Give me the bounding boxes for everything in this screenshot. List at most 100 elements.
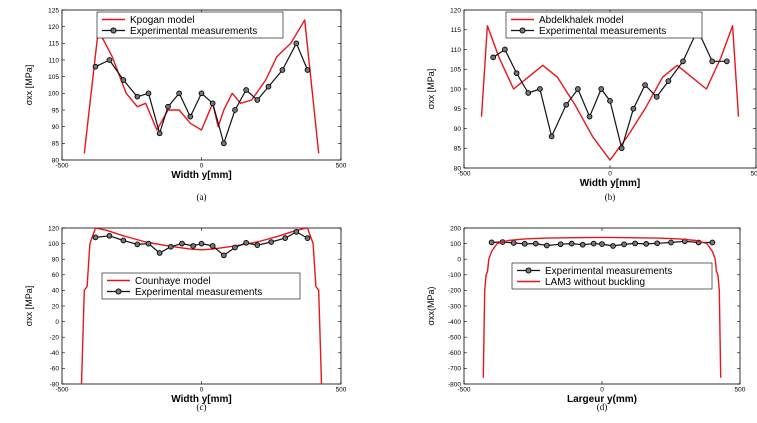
experimental-data-point bbox=[145, 240, 152, 247]
experimental-data-point bbox=[537, 86, 543, 92]
y-tick-label: 0 bbox=[457, 257, 461, 264]
experimental-data-point bbox=[621, 241, 627, 248]
experimental-data-point bbox=[488, 239, 495, 246]
y-tick-label: 115 bbox=[451, 27, 462, 34]
y-tick-label: 105 bbox=[450, 67, 461, 74]
experimental-data-point bbox=[607, 97, 613, 104]
legend-label: Experimental measurements bbox=[539, 26, 666, 37]
y-tick-label: 125 bbox=[48, 7, 59, 14]
experimental-data-point bbox=[198, 240, 205, 247]
plot-area-frame bbox=[61, 227, 342, 385]
experimental-data-point bbox=[209, 243, 216, 249]
experimental-data-point bbox=[563, 101, 570, 108]
panel-caption: (b) bbox=[605, 192, 616, 202]
experimental-data-point bbox=[167, 243, 174, 250]
x-tick-label: 0 bbox=[200, 387, 204, 394]
legend-label: Abdelkhalek model bbox=[539, 15, 624, 26]
experimental-data-point bbox=[220, 140, 227, 147]
legend-box bbox=[96, 11, 284, 39]
experimental-data-point bbox=[165, 103, 171, 110]
series-group bbox=[480, 25, 740, 161]
legend-box bbox=[101, 272, 301, 300]
y-tick-label: -500 bbox=[448, 335, 461, 342]
experimental-data-point bbox=[134, 241, 141, 248]
experimental-data-point bbox=[254, 97, 261, 103]
x-tick-label: -500 bbox=[457, 387, 470, 394]
experimental-data-point bbox=[513, 70, 520, 77]
experimental-data-point bbox=[543, 242, 550, 249]
experimental-data-point bbox=[92, 234, 99, 241]
experimental-data-point bbox=[490, 54, 497, 61]
experimental-data-point bbox=[268, 239, 275, 245]
experimental-data-point bbox=[502, 46, 508, 53]
y-tick-label: 115 bbox=[49, 41, 60, 48]
experimental-data-point bbox=[654, 240, 661, 247]
x-tick-label: 0 bbox=[600, 387, 604, 394]
experimental-data-point bbox=[598, 86, 605, 92]
experimental-series-line bbox=[492, 29, 727, 149]
panel-caption: (a) bbox=[197, 192, 207, 202]
y-tick-label: 120 bbox=[48, 24, 59, 31]
plot-area-frame bbox=[463, 227, 741, 385]
experimental-data-point bbox=[120, 237, 127, 244]
experimental-data-point bbox=[120, 77, 127, 83]
x-tick-label: 500 bbox=[336, 387, 347, 394]
y-tick-label: -100 bbox=[448, 272, 461, 279]
y-tick-label: -600 bbox=[448, 350, 461, 357]
experimental-data-point bbox=[209, 100, 216, 107]
experimental-data-point bbox=[176, 90, 183, 97]
y-tick-label: 80 bbox=[52, 257, 60, 264]
experimental-data-point bbox=[304, 67, 311, 73]
legend-label: Experimental measurements bbox=[130, 26, 257, 37]
experimental-data-point bbox=[548, 133, 555, 140]
legend-marker bbox=[110, 27, 117, 34]
experimental-data-point bbox=[279, 67, 286, 73]
legend-marker bbox=[519, 27, 526, 34]
experimental-data-point bbox=[610, 243, 616, 249]
experimental-data-point bbox=[643, 241, 650, 247]
y-tick-label: -400 bbox=[448, 319, 461, 326]
experimental-data-point bbox=[187, 113, 194, 120]
experimental-data-point bbox=[709, 58, 716, 65]
y-tick-label: 100 bbox=[48, 91, 59, 98]
y-tick-label: 120 bbox=[450, 7, 461, 14]
y-tick-label: 110 bbox=[451, 47, 462, 54]
experimental-data-point bbox=[568, 240, 575, 247]
experimental-data-point bbox=[632, 240, 638, 247]
x-tick-label: 500 bbox=[735, 387, 746, 394]
experimental-data-point bbox=[198, 90, 205, 97]
panel-caption: (c) bbox=[197, 402, 207, 412]
y-tick-label: 90 bbox=[52, 124, 60, 131]
experimental-data-point bbox=[232, 244, 238, 251]
experimental-data-point bbox=[134, 93, 141, 100]
series-group bbox=[482, 236, 722, 378]
experimental-data-point bbox=[156, 250, 163, 256]
y-axis-label: σxx(MPa) bbox=[426, 286, 436, 325]
y-tick-label: 100 bbox=[450, 86, 461, 93]
x-tick-label: 0 bbox=[200, 163, 204, 170]
experimental-data-point bbox=[145, 90, 152, 97]
legend-box bbox=[505, 11, 703, 39]
y-tick-label: 60 bbox=[52, 272, 60, 279]
x-tick-label: 500 bbox=[336, 163, 347, 170]
x-tick-label: -500 bbox=[55, 163, 68, 170]
experimental-data-point bbox=[521, 240, 528, 247]
experimental-data-point bbox=[599, 241, 605, 247]
experimental-data-point bbox=[590, 240, 597, 247]
x-axis-label: Width y[mm] bbox=[580, 178, 640, 189]
y-tick-label: -700 bbox=[448, 366, 461, 373]
experimental-data-point bbox=[579, 241, 586, 248]
legend-label: LAM3 without buckling bbox=[545, 277, 645, 288]
experimental-data-point bbox=[106, 57, 113, 63]
experimental-data-point bbox=[557, 241, 564, 248]
experimental-data-point bbox=[92, 63, 99, 70]
y-tick-label: 200 bbox=[450, 225, 461, 232]
model-series-line bbox=[480, 25, 740, 161]
experimental-data-point bbox=[243, 239, 249, 246]
experimental-data-point bbox=[243, 87, 249, 93]
experimental-data-point bbox=[106, 232, 113, 239]
y-tick-label: -200 bbox=[448, 288, 461, 295]
series-group bbox=[83, 19, 320, 154]
experimental-data-point bbox=[232, 107, 238, 113]
